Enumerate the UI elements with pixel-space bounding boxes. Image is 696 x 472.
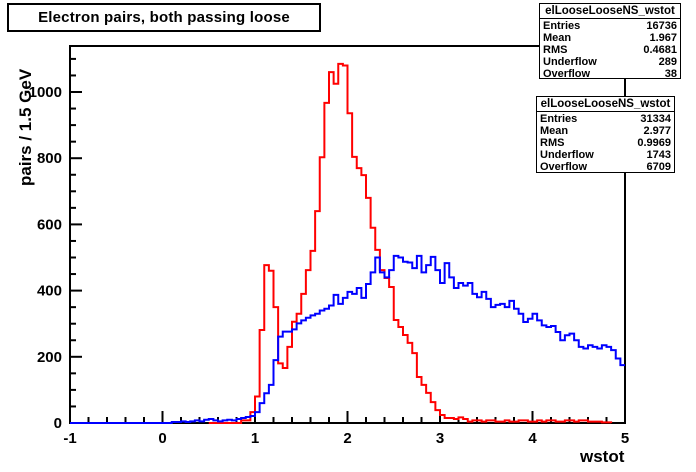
y-tick-label: 800: [37, 150, 62, 167]
plot-title-box: Electron pairs, both passing loose: [7, 3, 321, 32]
stats-row: Entries 16736: [543, 20, 677, 32]
y-tick-label: 400: [37, 283, 62, 300]
x-tick-label: 2: [343, 430, 351, 447]
stats-rows: Entries 31334 Mean 2.977 RMS 0.9969 Underflow 1…: [537, 112, 674, 173]
stats-row: Mean 2.977: [540, 125, 671, 137]
stats-box-title: elLooseLooseNS_wstot: [537, 97, 674, 112]
x-tick-label: 3: [436, 430, 444, 447]
stats-row: Underflow 1743: [540, 149, 671, 161]
plot-title: Electron pairs, both passing loose: [38, 9, 290, 26]
stats-row: Entries 31334: [540, 113, 671, 125]
stats-rows: Entries 16736 Mean 1.967 RMS 0.4681 Underflow 2…: [540, 19, 680, 80]
y-tick-label: 0: [54, 415, 62, 432]
x-tick-label: 5: [621, 430, 629, 447]
stats-row: Overflow 6709: [540, 161, 671, 173]
y-axis-title: pairs / 1.5 GeV: [16, 68, 35, 186]
stats-box-blue: elLooseLooseNS_wstot Entries 31334 Mean 2.9…: [536, 96, 675, 173]
x-tick-label: -1: [63, 430, 76, 447]
x-axis-title: wstot: [580, 447, 625, 466]
histogram-red: [208, 62, 613, 424]
histogram-blue: [70, 254, 625, 424]
y-tick-label: 600: [37, 216, 62, 233]
y-tick-label: 1000: [29, 84, 62, 101]
x-tick-label: 1: [251, 430, 259, 447]
stats-row: Mean 1.967: [543, 32, 677, 44]
y-tick-label: 200: [37, 349, 62, 366]
stats-box-red: elLooseLooseNS_wstot Entries 16736 Mean 1.9…: [539, 3, 681, 80]
stats-row: Overflow 38: [543, 68, 677, 80]
x-tick-label: 4: [528, 430, 537, 447]
stats-row: RMS 0.9969: [540, 137, 671, 149]
stats-row: RMS 0.4681: [543, 44, 677, 56]
stats-box-title: elLooseLooseNS_wstot: [540, 4, 680, 19]
stats-row: Underflow 289: [543, 56, 677, 68]
x-tick-label: 0: [158, 430, 166, 447]
